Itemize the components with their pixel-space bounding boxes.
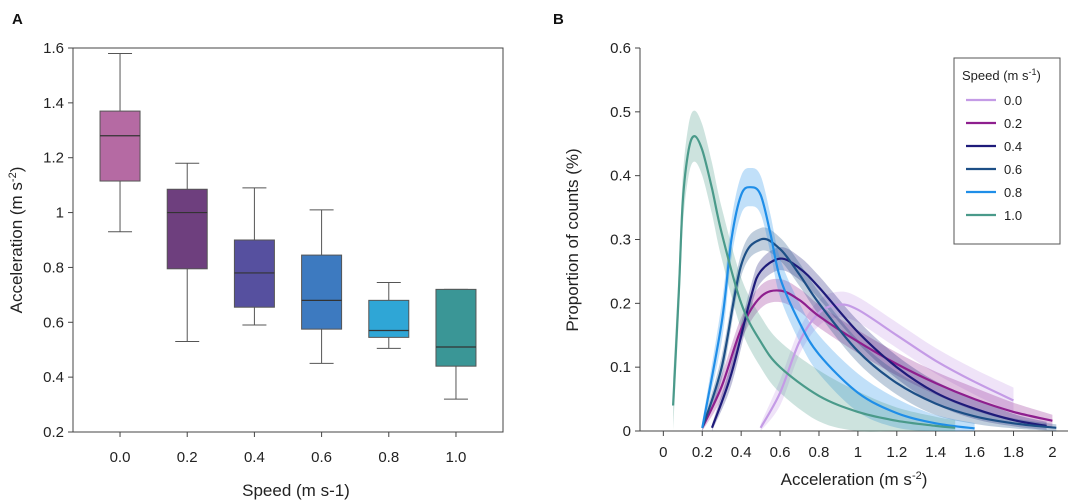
panel-a-x-ticks: 0.0 0.2 0.4 0.6 0.8 1.0 — [110, 432, 467, 466]
b-x-tick-label: 0.2 — [692, 444, 713, 461]
box-iqr — [368, 299, 410, 338]
box-0.4 — [233, 187, 275, 326]
panel-b-y-axis-label: Proportion of counts (%) — [563, 148, 582, 331]
b-y-tick-label: 0.5 — [610, 104, 631, 121]
a-x-tick-label: 0.4 — [244, 449, 265, 466]
line-0.6 — [701, 237, 1057, 429]
b-x-tick-label: 1.4 — [925, 444, 946, 461]
b-x-tick-label: 1.2 — [886, 444, 907, 461]
b-y-tick-label: 0.6 — [610, 40, 631, 57]
box-iqr — [166, 188, 208, 270]
panel-a-y-ticks: 0.2 0.4 0.6 0.8 1 1.2 1.4 1.6 — [43, 40, 73, 441]
a-x-tick-label: 0.0 — [110, 449, 131, 466]
a-y-tick-label: 1.2 — [43, 150, 64, 167]
box-iqr — [233, 239, 275, 308]
panel-b-label: B — [553, 11, 564, 28]
legend-label-0.4: 0.4 — [1004, 139, 1022, 154]
panel-a-boxes — [99, 52, 477, 400]
b-x-tick-label: 0.8 — [809, 444, 830, 461]
panel-b-y-ticks: 0 0.1 0.2 0.3 0.4 0.5 0.6 — [610, 40, 640, 440]
panel-b-legend: Speed (m s-1) 0.0 0.2 0.4 0.6 0.8 1.0 — [953, 57, 1061, 245]
b-y-tick-label: 0.2 — [610, 295, 631, 312]
box-0.0 — [99, 52, 141, 233]
box-iqr — [301, 254, 343, 330]
line-0.0 — [759, 303, 1014, 429]
legend-label-0.8: 0.8 — [1004, 185, 1022, 200]
a-y-tick-label: 0.8 — [43, 259, 64, 276]
a-x-tick-label: 0.8 — [378, 449, 399, 466]
b-y-tick-label: 0 — [623, 423, 631, 440]
panel-b-x-ticks: 0 0.2 0.4 0.6 0.8 1 1.2 1.4 1.6 1.8 2 — [659, 431, 1057, 461]
b-x-tick-label: 0 — [659, 444, 667, 461]
line-0.4 — [710, 257, 1047, 429]
b-y-tick-label: 0.3 — [610, 232, 631, 249]
a-y-tick-label: 0.2 — [43, 424, 64, 441]
box-iqr — [99, 110, 141, 182]
panel-b-x-axis-label: Acceleration (m s-2) — [781, 470, 928, 489]
legend-frame — [953, 57, 1061, 245]
box-iqr — [435, 288, 477, 367]
a-x-tick-label: 0.6 — [311, 449, 332, 466]
b-x-tick-label: 2 — [1048, 444, 1056, 461]
line-0.8 — [701, 186, 975, 430]
b-y-tick-label: 0.4 — [610, 168, 631, 185]
b-x-tick-label: 1.6 — [964, 444, 985, 461]
legend-title: Speed (m s-1) — [962, 67, 1041, 83]
band-1.0 — [673, 110, 956, 432]
panel-a-x-axis-label: Speed (m s-1) — [242, 481, 350, 500]
a-y-tick-label: 0.6 — [43, 314, 64, 331]
box-1.0 — [435, 288, 477, 400]
box-0.8 — [368, 282, 410, 349]
line-1.0 — [672, 134, 956, 429]
box-0.2 — [166, 162, 208, 342]
a-y-tick-label: 1.4 — [43, 95, 64, 112]
a-x-tick-label: 1.0 — [446, 449, 467, 466]
box-0.6 — [301, 209, 343, 364]
legend-label-0.6: 0.6 — [1004, 162, 1022, 177]
panel-b-series-lines — [672, 134, 1057, 430]
b-x-tick-label: 1.8 — [1003, 444, 1024, 461]
band-0.2 — [702, 278, 1053, 431]
panel-a-y-axis-label: Acceleration (m s-2) — [7, 167, 26, 314]
panel-a-plot-frame — [72, 47, 504, 433]
a-y-tick-label: 1 — [56, 205, 64, 222]
panel-a-label: A — [12, 11, 23, 28]
legend-label-0.2: 0.2 — [1004, 116, 1022, 131]
b-x-tick-label: 0.4 — [731, 444, 752, 461]
a-x-tick-label: 0.2 — [177, 449, 198, 466]
line-0.2 — [701, 289, 1053, 429]
legend-label-0.0: 0.0 — [1004, 93, 1022, 108]
a-y-tick-label: 1.6 — [43, 40, 64, 57]
b-y-tick-label: 0.1 — [610, 359, 631, 376]
a-y-tick-label: 0.4 — [43, 369, 64, 386]
b-x-tick-label: 0.6 — [770, 444, 791, 461]
b-x-tick-label: 1 — [854, 444, 862, 461]
band-0.0 — [760, 291, 1014, 431]
legend-label-1.0: 1.0 — [1004, 208, 1022, 223]
